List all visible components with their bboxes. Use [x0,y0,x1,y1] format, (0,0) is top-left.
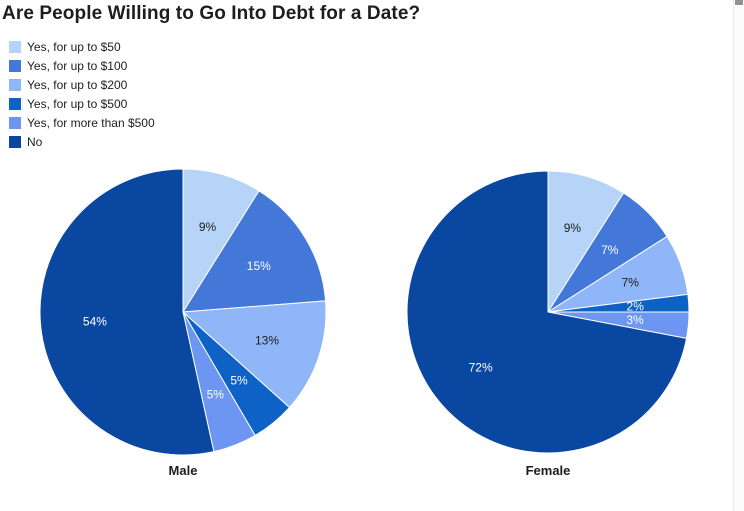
pie-slice-female-5[interactable] [406,170,687,454]
pie-value-label-female-5: 72% [469,361,493,375]
legend-item-0: Yes, for up to $50 [9,37,155,56]
pie-value-label-male-0: 9% [199,220,217,234]
legend-swatch [9,116,21,129]
pie-chart-male: 9% 15% 13% 5% 5% 54% [39,168,327,456]
legend-label: Yes, for up to $100 [27,58,128,73]
legend-label: Yes, for up to $200 [27,77,128,92]
legend-item-2: Yes, for up to $200 [9,75,155,94]
legend-swatch [9,78,21,91]
pie-value-label-male-5: 54% [83,315,107,329]
pie-slice-female-0[interactable] [547,170,625,313]
pie-value-label-female-4: 3% [626,313,644,327]
pie-chart-female: 9% 7% 7% 2%3% 72% [406,170,690,454]
scrollbar-thumb[interactable] [735,0,743,5]
legend-label: Yes, for more than $500 [27,115,155,130]
pie-value-label-female-2: 7% [622,275,640,289]
pie-caption-male: Male [168,463,198,478]
legend-item-5: No [9,132,155,151]
pie-value-label-female-1: 7% [601,243,619,257]
legend-label: Yes, for up to $50 [27,39,121,54]
legend-swatch [9,135,21,148]
legend-item-4: Yes, for more than $500 [9,113,155,132]
pie-value-label-female-3: 2% [627,300,645,314]
pie-slice-male-5[interactable] [39,168,215,456]
pie-value-label-male-3: 5% [230,374,248,388]
scrollbar[interactable] [733,0,744,511]
pie-value-label-male-4: 5% [207,388,225,402]
legend-swatch [9,40,21,53]
pie-caption-female: Female [525,463,571,478]
chart-title: Are People Willing to Go Into Debt for a… [2,3,421,24]
pie-value-label-male-2: 13% [255,333,279,347]
pie-value-label-male-1: 15% [247,259,271,273]
legend-label: Yes, for up to $500 [27,96,128,111]
legend-item-1: Yes, for up to $100 [9,56,155,75]
legend-item-3: Yes, for up to $500 [9,94,155,113]
legend-label: No [27,134,43,149]
legend-swatch [9,59,21,72]
pie-slice-male-1[interactable] [182,190,327,313]
pie-value-label-female-0: 9% [564,221,582,235]
legend-swatch [9,97,21,110]
pie-slice-male-2[interactable] [182,300,327,408]
pie-slice-male-0[interactable] [182,168,260,313]
legend: Yes, for up to $50 Yes, for up to $100 Yes… [9,37,155,151]
